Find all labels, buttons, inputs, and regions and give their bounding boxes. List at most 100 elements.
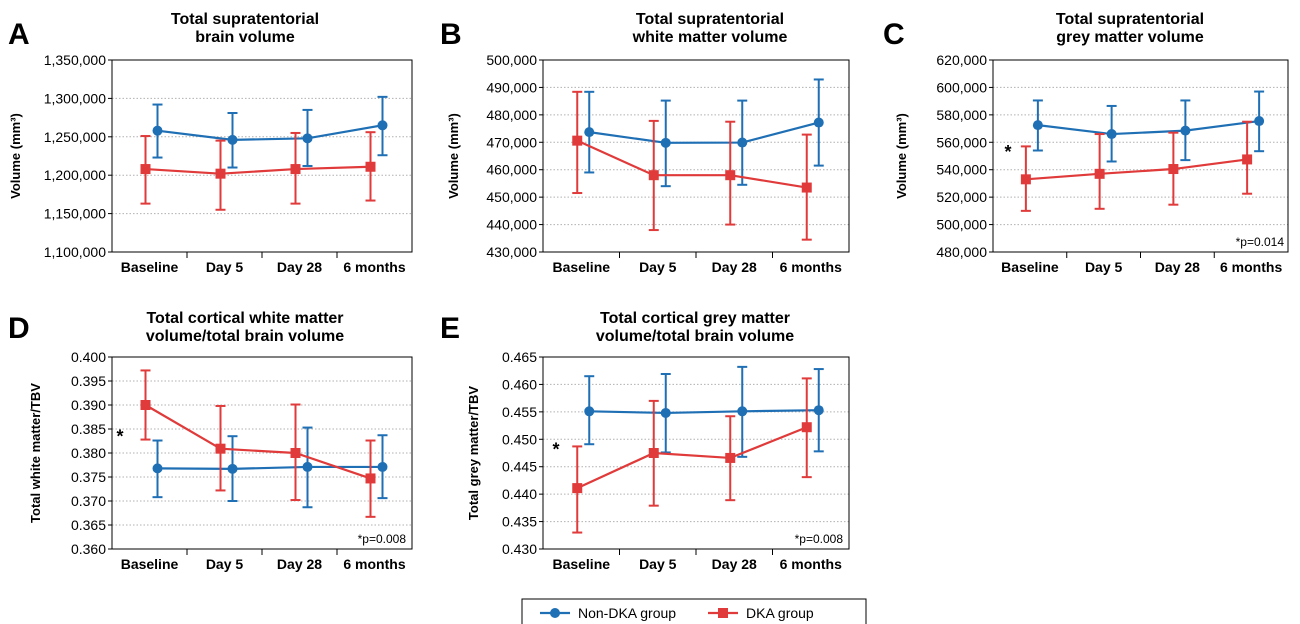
y-tick-label: 450,000 bbox=[486, 189, 537, 205]
data-point-circle bbox=[302, 133, 313, 144]
p-value-label: *p=0.008 bbox=[358, 532, 407, 546]
y-tick-label: 0.375 bbox=[71, 469, 106, 485]
data-point-circle bbox=[660, 137, 671, 148]
data-point-circle bbox=[227, 134, 238, 145]
legend-label-non-dka: Non-DKA group bbox=[578, 605, 676, 621]
x-tick-label: 6 months bbox=[780, 556, 842, 572]
legend-label-dka: DKA group bbox=[746, 605, 814, 621]
y-tick-label: 0.435 bbox=[502, 514, 537, 530]
data-point-square bbox=[215, 168, 226, 179]
series-line bbox=[145, 165, 371, 175]
series-non-dka bbox=[584, 78, 824, 188]
y-tick-label: 600,000 bbox=[936, 79, 987, 95]
chart-title-line: white matter volume bbox=[632, 29, 788, 46]
data-point-circle bbox=[1254, 116, 1265, 127]
y-tick-label: 1,150,000 bbox=[44, 206, 106, 222]
x-tick-label: Day 28 bbox=[712, 556, 757, 572]
y-tick-label: 440,000 bbox=[486, 217, 537, 233]
data-point-circle bbox=[660, 407, 671, 418]
y-tick-label: 0.460 bbox=[502, 376, 537, 392]
y-tick-label: 0.365 bbox=[71, 517, 106, 533]
y-tick-label: 620,000 bbox=[936, 52, 987, 68]
y-tick-label: 1,300,000 bbox=[44, 90, 106, 106]
series-line bbox=[576, 139, 807, 189]
panel-letter: A bbox=[8, 18, 30, 51]
legend: Non-DKA group DKA group bbox=[521, 598, 867, 624]
y-tick-label: 500,000 bbox=[936, 217, 987, 233]
x-tick-label: Day 28 bbox=[277, 556, 322, 572]
data-point-square bbox=[572, 135, 583, 146]
data-point-square bbox=[801, 182, 812, 193]
chart-title: Total supratentorial brain volume bbox=[171, 11, 319, 46]
y-tick-label: 580,000 bbox=[936, 107, 987, 123]
data-point-square bbox=[290, 164, 301, 175]
x-tick-label: Day 28 bbox=[277, 259, 322, 275]
data-point-square bbox=[648, 170, 659, 181]
chart-title-line: volume/total brain volume bbox=[146, 328, 344, 345]
data-point-circle bbox=[737, 406, 748, 417]
x-tick-label: Day 5 bbox=[639, 556, 677, 572]
y-axis-label: Volume (mm³) bbox=[894, 113, 909, 199]
y-tick-label: 1,200,000 bbox=[44, 167, 106, 183]
chart-title-line: Total supratentorial bbox=[1056, 11, 1204, 28]
x-tick-label: Day 5 bbox=[206, 259, 244, 275]
panel-letter: C bbox=[883, 18, 905, 51]
data-point-circle bbox=[584, 406, 595, 417]
panel-A: A Total supratentorial brain volume 1,100,0… bbox=[8, 11, 413, 275]
x-tick-label: Day 28 bbox=[712, 259, 757, 275]
y-axis-label: Volume (mm³) bbox=[446, 113, 461, 199]
panel-D: D Total cortical white matter volume/total… bbox=[8, 310, 413, 572]
x-tick-label: Day 5 bbox=[639, 259, 677, 275]
y-tick-label: 0.400 bbox=[71, 349, 106, 365]
y-tick-label: 1,100,000 bbox=[44, 244, 106, 260]
data-point-circle bbox=[302, 461, 313, 472]
x-tick-label: Day 5 bbox=[1085, 259, 1123, 275]
series-line bbox=[157, 465, 383, 470]
y-tick-label: 480,000 bbox=[936, 244, 987, 260]
y-tick-label: 540,000 bbox=[936, 162, 987, 178]
x-tick-label: Baseline bbox=[121, 556, 179, 572]
data-point-square bbox=[572, 483, 583, 494]
data-point-square bbox=[365, 473, 376, 484]
data-point-square bbox=[365, 161, 376, 172]
panel-letter: B bbox=[440, 18, 462, 51]
x-tick-label: Baseline bbox=[552, 259, 610, 275]
chart-title: Total cortical grey matter volume/total b… bbox=[596, 310, 794, 345]
y-axis-label: Volume (mm³) bbox=[8, 113, 23, 199]
y-tick-label: 490,000 bbox=[486, 79, 537, 95]
data-point-circle bbox=[227, 463, 238, 474]
data-point-square bbox=[215, 443, 226, 454]
y-tick-label: 0.370 bbox=[71, 493, 106, 509]
y-tick-label: 480,000 bbox=[486, 107, 537, 123]
x-tick-label: 6 months bbox=[1220, 259, 1282, 275]
chart-title: Total cortical white matter volume/total … bbox=[146, 310, 344, 345]
series-dka bbox=[140, 131, 376, 211]
series-non-dka bbox=[584, 365, 824, 458]
data-point-square bbox=[725, 170, 736, 181]
chart-title-line: brain volume bbox=[195, 29, 295, 46]
data-point-square bbox=[1168, 164, 1179, 175]
y-tick-label: 0.395 bbox=[71, 373, 106, 389]
chart-title: Total supratentorial white matter volume bbox=[632, 11, 788, 46]
data-point-square bbox=[648, 448, 659, 458]
y-tick-label: 1,250,000 bbox=[44, 129, 106, 145]
data-point-circle bbox=[813, 117, 824, 128]
x-tick-label: Baseline bbox=[121, 259, 179, 275]
legend-box bbox=[521, 598, 867, 624]
series-non-dka bbox=[1032, 90, 1265, 163]
chart-title: Total supratentorial grey matter volume bbox=[1056, 11, 1204, 46]
y-tick-label: 0.430 bbox=[502, 541, 537, 557]
y-tick-label: 0.380 bbox=[71, 445, 106, 461]
chart-title-line: grey matter volume bbox=[1056, 29, 1204, 46]
significance-star: * bbox=[116, 427, 123, 447]
chart-title-line: Total supratentorial bbox=[636, 11, 784, 28]
series-dka bbox=[572, 377, 812, 534]
x-tick-label: 6 months bbox=[343, 259, 405, 275]
panel-C: C Total supratentorial grey matter volume 4… bbox=[883, 11, 1289, 275]
series-line bbox=[589, 121, 820, 144]
y-tick-label: 560,000 bbox=[936, 134, 987, 150]
y-tick-label: 430,000 bbox=[486, 244, 537, 260]
data-point-square bbox=[140, 400, 151, 410]
y-tick-label: 1,350,000 bbox=[44, 52, 106, 68]
